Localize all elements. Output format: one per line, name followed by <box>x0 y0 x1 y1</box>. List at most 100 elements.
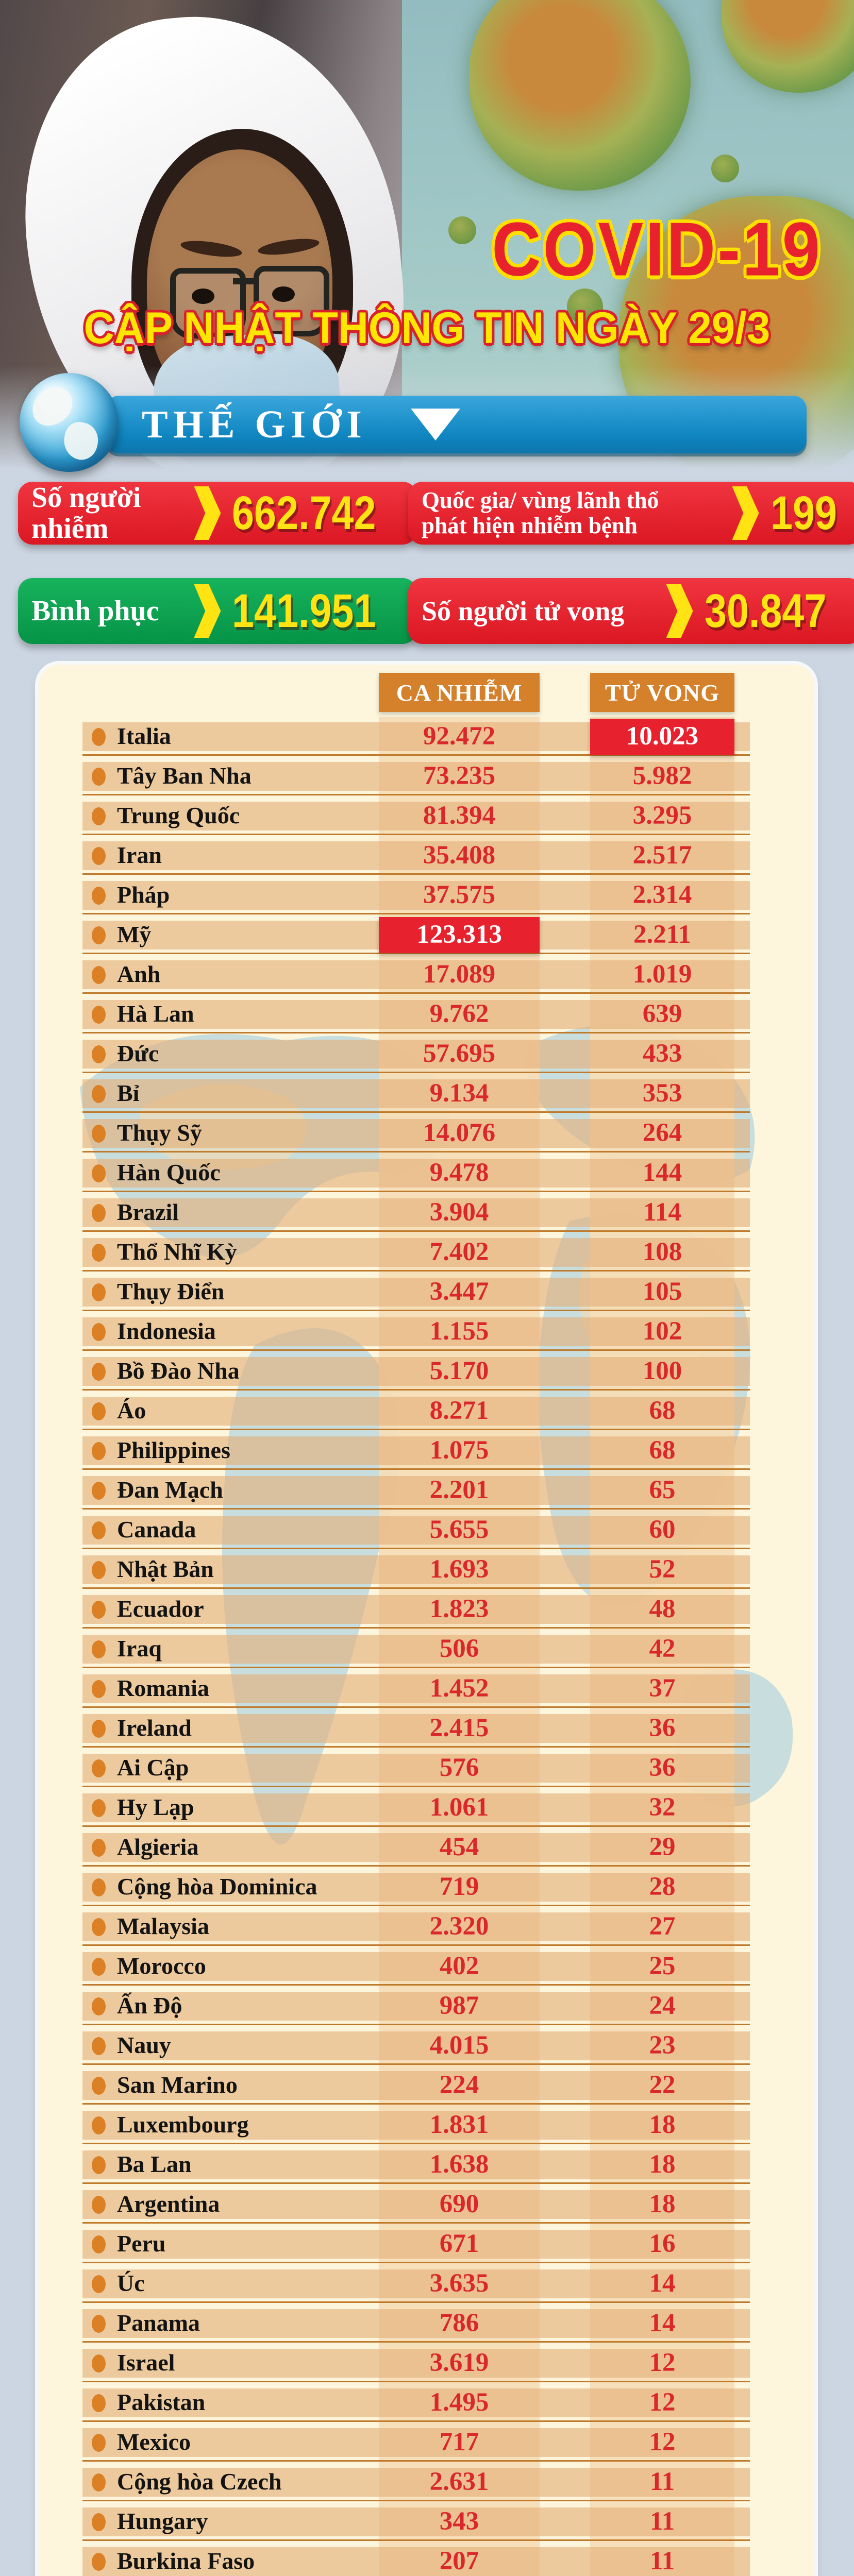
virus-particle <box>567 289 603 325</box>
stat-value: 662.742 <box>232 486 376 539</box>
row-band <box>82 881 750 910</box>
table-row: Panama 786 14 <box>39 2309 814 2349</box>
country-name: Pakistan <box>117 2389 206 2415</box>
stat-value: 199 <box>770 486 837 539</box>
bullet-icon <box>92 1164 106 1182</box>
cases-value: 1.831 <box>429 2110 489 2139</box>
row-band <box>82 1397 750 1426</box>
row-band <box>82 2468 750 2497</box>
bullet-icon <box>92 2434 106 2452</box>
virus-particle <box>722 0 854 93</box>
bullet-icon <box>92 1839 106 1857</box>
bullet-icon <box>92 728 106 746</box>
cases-value: 1.638 <box>429 2150 489 2179</box>
country-name: Argentina <box>117 2191 220 2217</box>
country-name: Hy Lạp <box>117 1794 194 1820</box>
table-row: Tây Ban Nha 73.235 5.982 <box>39 762 814 802</box>
bullet-icon <box>92 1958 106 1976</box>
country-name: Ấn Độ <box>117 1992 182 2019</box>
cases-value: 9.134 <box>429 1079 489 1108</box>
bullet-icon <box>92 1363 106 1381</box>
stat-label: Quốc gia/ vùng lãnh thổ phát hiện nhiễm … <box>422 487 659 538</box>
deaths-value: 2.211 <box>633 920 691 949</box>
row-band <box>82 1040 750 1069</box>
table-row: Thụy Sỹ 14.076 264 <box>39 1119 814 1159</box>
country-name: Hà Lan <box>117 1001 194 1027</box>
cases-value: 2.201 <box>429 1476 489 1504</box>
glasses <box>254 266 329 336</box>
bullet-icon <box>92 1521 106 1539</box>
country-name: Ecuador <box>117 1596 204 1622</box>
table-row: Burkina Faso 207 11 <box>39 2547 814 2576</box>
row-divider <box>82 1905 750 1906</box>
cases-value: 8.271 <box>429 1396 489 1425</box>
deaths-value: 102 <box>642 1317 682 1346</box>
world-country-table: CA NHIỄM TỬ VONG Italia 92.472 10.023 Tây B… <box>39 665 814 2576</box>
row-divider <box>82 1786 750 1787</box>
row-band <box>82 1198 750 1227</box>
row-band <box>82 1635 750 1664</box>
cases-value: 81.394 <box>423 801 496 830</box>
row-band <box>82 1714 750 1743</box>
bullet-icon <box>92 1720 106 1738</box>
row-divider <box>82 1627 750 1629</box>
bullet-icon <box>92 1125 106 1143</box>
country-name: Đức <box>117 1040 159 1066</box>
bullet-icon <box>92 2196 106 2214</box>
deaths-value: 37 <box>649 1674 676 1703</box>
deaths-value: 28 <box>649 1872 676 1901</box>
table-row: Ba Lan 1.638 18 <box>39 2150 814 2190</box>
bullet-icon <box>92 1204 106 1222</box>
cases-value: 1.061 <box>429 1793 489 1822</box>
table-row: Hy Lạp 1.061 32 <box>39 1793 814 1833</box>
cases-value: 3.619 <box>429 2348 489 2377</box>
country-name: Burkina Faso <box>117 2548 255 2574</box>
cases-value: 343 <box>439 2507 479 2536</box>
country-name: Israel <box>117 2349 175 2376</box>
deaths-value: 22 <box>649 2071 676 2099</box>
deaths-value: 108 <box>642 1238 682 1266</box>
row-divider <box>82 1746 750 1748</box>
row-band <box>82 1436 750 1465</box>
row-divider <box>82 1032 750 1033</box>
deaths-value: 29 <box>649 1833 676 1861</box>
row-band <box>82 2428 750 2457</box>
row-divider <box>82 2103 750 2105</box>
bullet-icon <box>92 2473 106 2492</box>
country-name: Thụy Điển <box>117 1278 225 1304</box>
deaths-value: 24 <box>649 1991 676 2020</box>
table-row: Philippines 1.075 68 <box>39 1436 814 1476</box>
cases-value: 17.089 <box>423 960 496 989</box>
country-name: Thổ Nhĩ Kỳ <box>117 1239 237 1265</box>
table-row: Argentina 690 18 <box>39 2190 814 2230</box>
deaths-value: 353 <box>642 1079 682 1108</box>
row-band <box>82 2031 750 2060</box>
country-name: Peru <box>117 2230 166 2257</box>
bullet-icon <box>92 2275 106 2293</box>
row-band <box>82 2388 750 2417</box>
deaths-value: 27 <box>649 1912 676 1941</box>
table-row: Algieria 454 29 <box>39 1833 814 1873</box>
bullet-icon <box>92 1006 106 1024</box>
table-row: Morocco 402 25 <box>39 1952 814 1992</box>
row-band <box>82 1317 750 1346</box>
country-name: San Marino <box>117 2072 238 2098</box>
row-divider <box>82 913 750 914</box>
bullet-icon <box>92 1045 106 1063</box>
row-divider <box>82 2143 750 2144</box>
country-name: Iran <box>117 842 162 868</box>
bullet-icon <box>92 1402 106 1420</box>
deaths-value: 264 <box>642 1118 682 1147</box>
bullet-icon <box>92 2116 106 2134</box>
bullet-icon <box>92 2037 106 2055</box>
stat-label: Bình phục <box>31 595 159 627</box>
row-divider <box>82 953 750 954</box>
table-row: Thụy Điển 3.447 105 <box>39 1278 814 1317</box>
table-row: Canada 5.655 60 <box>39 1516 814 1555</box>
bullet-icon <box>92 2077 106 2095</box>
country-name: Hungary <box>117 2508 208 2534</box>
deaths-value: 2.517 <box>632 841 692 870</box>
cases-value: 786 <box>439 2309 479 2337</box>
row-band <box>82 1159 750 1188</box>
cases-value: 3.447 <box>429 1277 489 1306</box>
